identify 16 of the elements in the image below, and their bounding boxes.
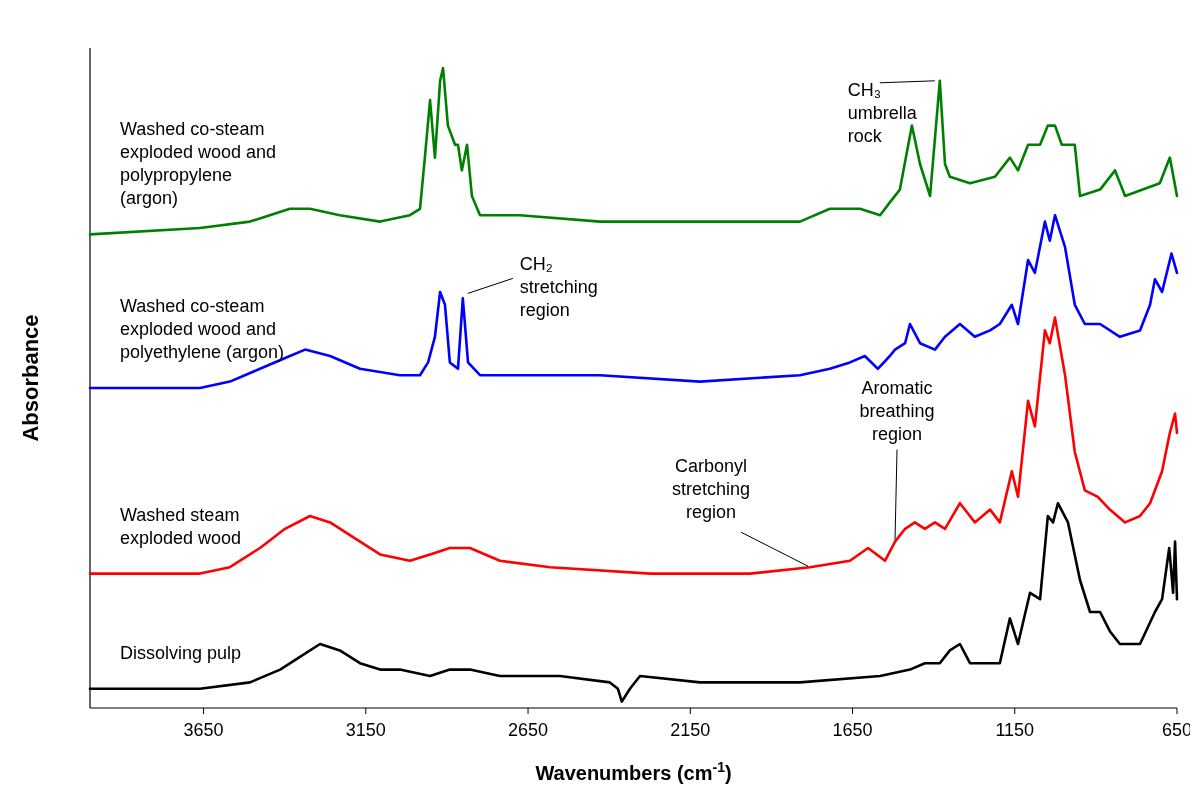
x-axis-title: Wavenumbers (cm$^{-1}$) (535, 759, 732, 784)
annotation: CH₂ stretching region (519, 254, 598, 321)
annotation: Aromatic breathing region (859, 377, 935, 444)
x-tick-label: 1650 (832, 720, 873, 740)
x-tick-label: 1150 (995, 720, 1035, 740)
series-label: Washed steam exploded wood (120, 504, 242, 548)
y-axis-title: Absorbance (18, 314, 43, 442)
annotation: Carbonyl stretching region (671, 456, 751, 523)
x-tick-label: 3150 (345, 720, 386, 740)
x-tick-label: 2650 (508, 720, 549, 740)
annotation: CH₃ umbrella rock (847, 79, 918, 146)
series-label: Washed co-steam exploded wood and polypropylene (argon) (120, 119, 277, 209)
x-tick-label: 3650 (183, 720, 224, 740)
series-label: Washed co-steam exploded wood and polyethylene (argon) (120, 296, 285, 362)
x-tick-label: 2150 (670, 720, 711, 740)
series-label: Dissolving pulp (120, 642, 242, 663)
